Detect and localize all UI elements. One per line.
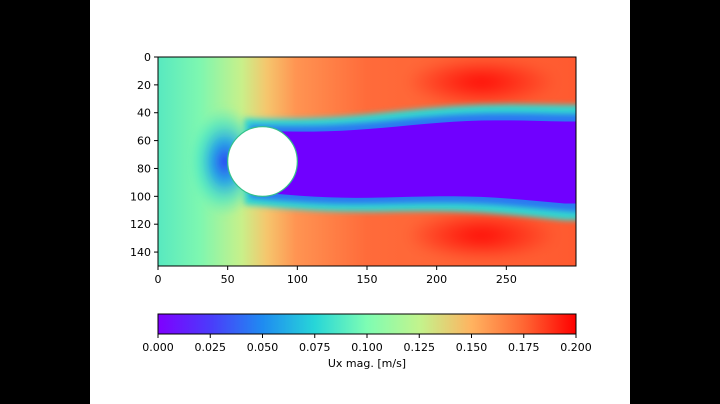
colorbar-tick-label: 0.075 <box>299 341 331 354</box>
y-tick-label: 100 <box>130 190 151 203</box>
y-tick-label: 40 <box>137 107 151 120</box>
colorbar-tick-label: 0.000 <box>142 341 174 354</box>
colorbar-ticks: 0.000 0.025 0.050 0.075 0.100 0.125 0.150 0.175… <box>142 334 592 354</box>
y-axis: 0 20 40 60 80 100 120 140 <box>130 51 158 259</box>
y-tick-label: 80 <box>137 162 151 175</box>
colorbar-tick-label: 0.200 <box>560 341 592 354</box>
colorbar-tick-label: 0.100 <box>351 341 383 354</box>
colorbar-tick-label: 0.175 <box>508 341 540 354</box>
velocity-heatmap <box>158 57 576 266</box>
colorbar-gradient <box>157 313 577 335</box>
figure-canvas: 0 50 100 150 200 250 0 20 40 60 80 100 120 140 0.000… <box>90 0 630 404</box>
colorbar-tick-label: 0.050 <box>247 341 279 354</box>
colorbar-label: Ux mag. [m/s] <box>328 357 406 370</box>
x-axis: 0 50 100 150 200 250 <box>155 266 517 286</box>
y-tick-label: 20 <box>137 79 151 92</box>
y-tick-label: 120 <box>130 218 151 231</box>
y-tick-label: 140 <box>130 246 151 259</box>
y-tick-label: 60 <box>137 135 151 148</box>
wake-core <box>258 120 576 204</box>
x-tick-label: 50 <box>221 273 235 286</box>
high-velocity-region-top <box>404 57 558 108</box>
high-velocity-region-bottom <box>404 210 558 261</box>
colorbar-tick-label: 0.025 <box>195 341 227 354</box>
y-tick-label: 0 <box>144 51 151 64</box>
x-tick-label: 250 <box>496 273 517 286</box>
colorbar-tick-label: 0.150 <box>456 341 488 354</box>
x-tick-label: 150 <box>357 273 378 286</box>
x-tick-label: 100 <box>287 273 308 286</box>
colorbar-tick-label: 0.125 <box>404 341 436 354</box>
plot-svg: 0 50 100 150 200 250 0 20 40 60 80 100 120 140 0.000… <box>130 51 592 370</box>
cylinder-obstacle <box>227 126 298 197</box>
x-tick-label: 0 <box>155 273 162 286</box>
x-tick-label: 200 <box>426 273 447 286</box>
colorbar: 0.000 0.025 0.050 0.075 0.100 0.125 0.150 0.175… <box>142 313 592 370</box>
